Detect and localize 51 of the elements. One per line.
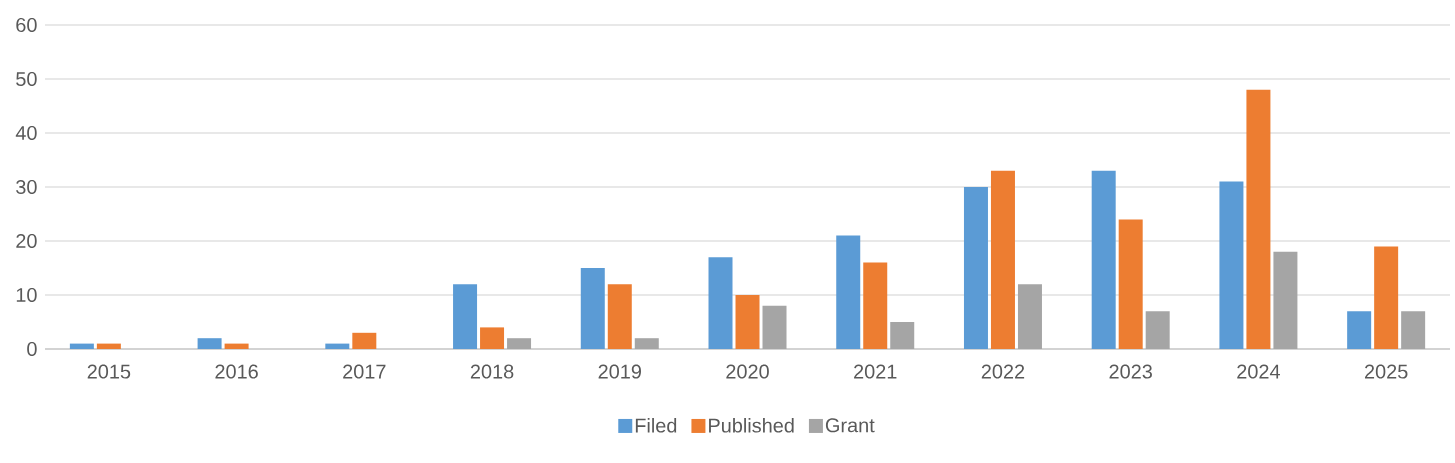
y-tick-label: 60 <box>16 17 37 33</box>
bar <box>607 284 632 349</box>
bar <box>1347 311 1372 349</box>
bar <box>963 187 988 349</box>
bar <box>96 343 121 349</box>
bar <box>836 235 861 349</box>
bar <box>480 327 505 349</box>
bar <box>762 305 787 349</box>
bar <box>224 343 249 349</box>
x-tick-label: 2025 <box>1364 364 1408 379</box>
bar <box>1401 311 1426 349</box>
bar <box>352 332 377 349</box>
y-tick-label: 30 <box>16 179 37 195</box>
x-tick-label: 2016 <box>215 364 258 379</box>
x-tick-label: 2023 <box>1109 364 1152 379</box>
y-tick-label: 20 <box>16 233 37 249</box>
bar <box>197 338 222 349</box>
bar <box>708 257 733 349</box>
y-tick-label: 10 <box>16 287 37 303</box>
x-tick-label: 2017 <box>343 364 386 379</box>
y-tick-label: 40 <box>15 125 37 141</box>
bar <box>580 268 605 349</box>
bar <box>990 170 1015 349</box>
legend-label: Grant <box>825 418 875 433</box>
x-tick-label: 2018 <box>470 364 514 379</box>
bar <box>69 343 94 349</box>
bar <box>1017 284 1042 349</box>
x-tick-label: 2015 <box>87 364 131 379</box>
bar <box>1145 311 1170 349</box>
x-tick-label: 2019 <box>598 364 641 379</box>
bar <box>735 295 760 349</box>
x-tick-label: 2021 <box>854 364 897 379</box>
x-tick-label: 2022 <box>981 364 1025 379</box>
y-tick-label: 50 <box>16 71 37 87</box>
bar <box>1374 246 1399 349</box>
bar <box>507 338 532 349</box>
x-tick-label: 2020 <box>726 364 769 379</box>
bar <box>890 322 915 349</box>
bar <box>1246 89 1271 349</box>
bar <box>325 343 350 349</box>
legend-label: Published <box>709 417 794 433</box>
bar <box>1091 170 1116 349</box>
bar <box>634 338 659 349</box>
bar <box>1219 181 1244 349</box>
bar <box>1273 251 1298 349</box>
bar <box>1118 219 1143 349</box>
y-tick-label: 0 <box>27 341 37 357</box>
legend-label: Filed <box>635 417 677 433</box>
bar <box>863 262 888 349</box>
x-tick-label: 2024 <box>1237 364 1280 379</box>
bar <box>453 284 478 349</box>
